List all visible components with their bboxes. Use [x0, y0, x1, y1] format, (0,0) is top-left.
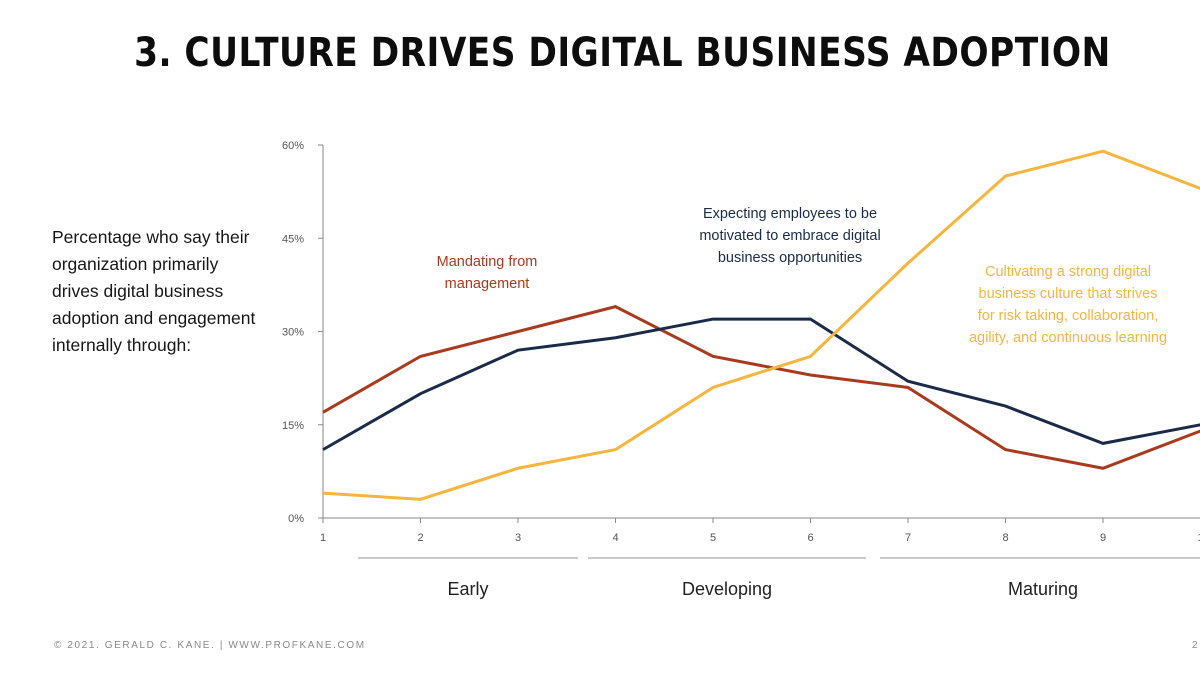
annotation-mandating: management	[445, 276, 530, 292]
annotation-expecting: business opportunities	[718, 250, 862, 266]
x-tick-label: 2	[417, 532, 423, 544]
x-tick-label: 6	[807, 532, 813, 544]
y-tick-label: 30%	[282, 327, 304, 339]
series-line-expecting	[322, 317, 1200, 451]
x-tick-label: 4	[612, 532, 618, 544]
y-tick-label: 0%	[288, 513, 304, 525]
annotation-mandating: Mandating from	[437, 254, 538, 270]
maturity-stages: Early Developing Maturing	[358, 557, 1200, 599]
series-line-mandating	[322, 305, 1200, 470]
annotation-cultivating: business culture that strives	[979, 286, 1158, 302]
x-tick-label: 1	[1197, 532, 1200, 544]
x-tick-label: 3	[515, 532, 521, 544]
annotation-expecting: Expecting employees to be	[703, 206, 877, 222]
y-tick-label: 45%	[282, 233, 304, 245]
series-line-cultivating	[322, 149, 1200, 501]
y-axis: 0% 15% 30% 45% 60%	[282, 140, 324, 525]
annotation-cultivating: agility, and continuous learning	[969, 330, 1167, 346]
x-tick-label: 1	[320, 532, 326, 544]
series-annotations: Mandating from management Expecting employ…	[437, 206, 1167, 346]
annotation-expecting: motivated to embrace digital	[699, 228, 880, 244]
x-tick-label: 5	[710, 532, 716, 544]
page-number: 2	[1192, 640, 1198, 651]
stage-label-maturing: Maturing	[1008, 579, 1078, 599]
line-chart: 0% 15% 30% 45% 60% 1 2 3 4 5 6 7 8 9 1 Mandating from…	[282, 140, 1200, 599]
x-tick-label: 7	[905, 532, 911, 544]
chart-description: Percentage who say their organization pr…	[52, 227, 256, 355]
x-tick-label: 8	[1002, 532, 1008, 544]
stage-label-early: Early	[447, 579, 488, 599]
footer-copyright: © 2021. GERALD C. KANE. | WWW.PROFKANE.C…	[54, 640, 366, 651]
stage-label-developing: Developing	[682, 579, 772, 599]
x-tick-label: 9	[1100, 532, 1106, 544]
y-tick-label: 60%	[282, 140, 304, 152]
annotation-cultivating: Cultivating a strong digital	[985, 264, 1151, 280]
series-lines	[322, 149, 1200, 501]
x-axis: 1 2 3 4 5 6 7 8 9 1	[320, 517, 1200, 544]
slide-title: 3. CULTURE DRIVES DIGITAL BUSINESS ADOPT…	[134, 30, 1111, 76]
y-tick-label: 15%	[282, 420, 304, 432]
annotation-cultivating: for risk taking, collaboration,	[978, 308, 1159, 324]
